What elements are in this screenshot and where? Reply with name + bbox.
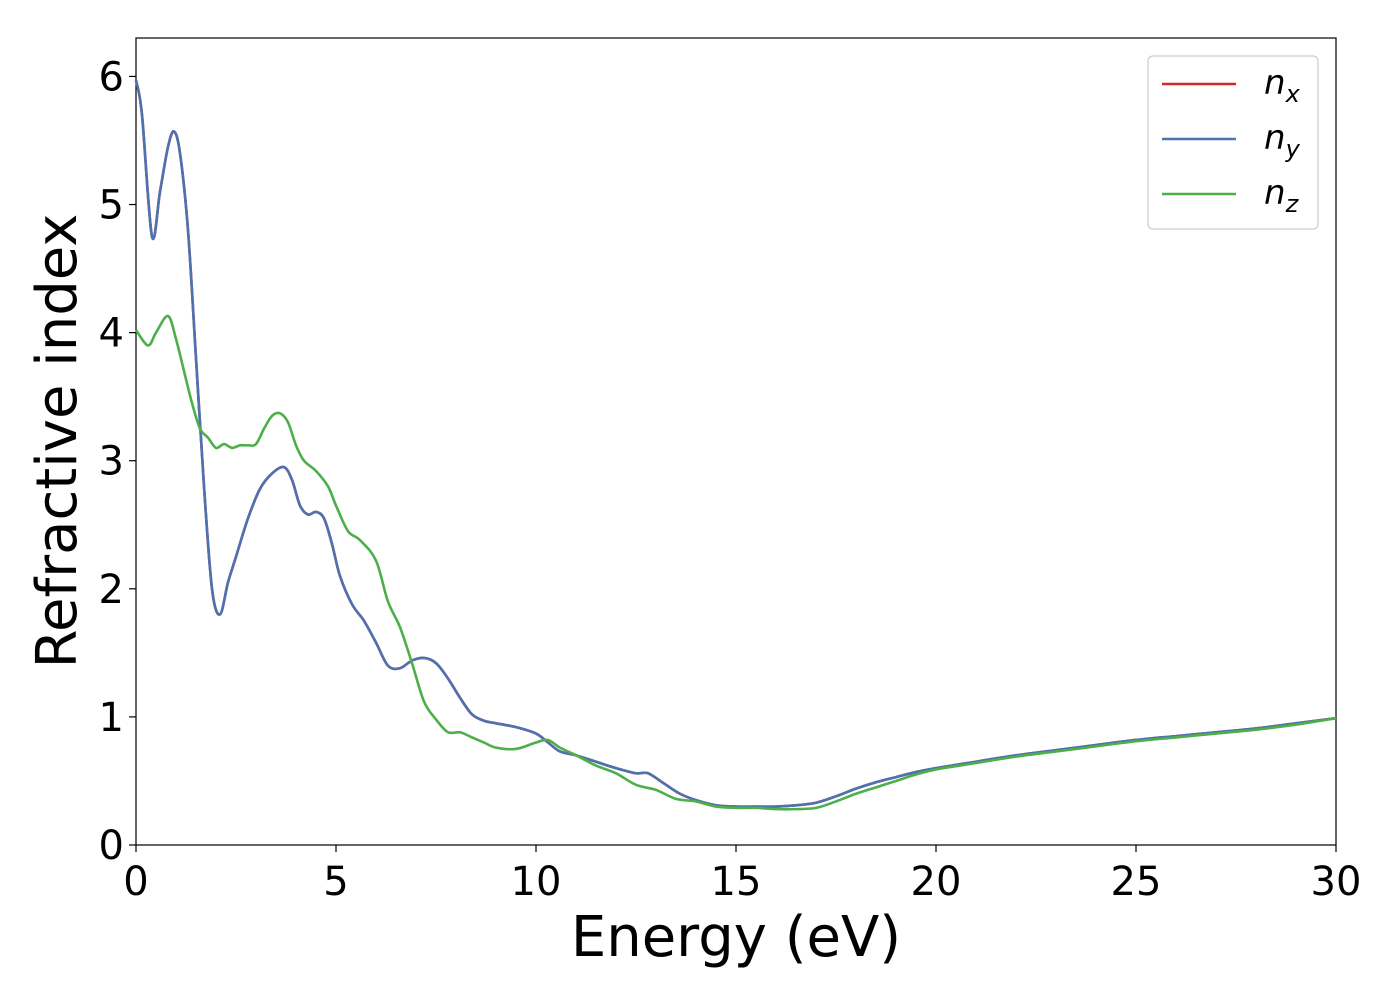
y-tick-label: 6: [99, 54, 124, 100]
y-tick-label: 3: [99, 439, 124, 485]
y-tick-label: 1: [99, 695, 124, 741]
series-line-n-z: [134, 314, 1337, 811]
y-tick-label: 4: [99, 311, 124, 357]
y-axis-title: Refractive index: [25, 214, 90, 669]
x-tick-label: 5: [323, 859, 348, 905]
x-tick-label: 15: [711, 859, 762, 905]
y-axis-ticks: 0 1 2 3 4 5 6: [99, 54, 136, 869]
legend-label-n-z: nz: [1264, 173, 1300, 218]
y-tick-label: 2: [99, 567, 124, 613]
plot-area: [135, 37, 1337, 846]
legend: nx ny nz: [1147, 55, 1319, 230]
legend-label-n-y: ny: [1264, 118, 1301, 163]
legend-entries: nx ny nz: [1162, 63, 1301, 218]
x-tick-label: 10: [511, 859, 562, 905]
x-tick-label: 25: [1111, 859, 1162, 905]
legend-label-n-x: nx: [1264, 63, 1301, 108]
x-axis-title: Energy (eV): [571, 905, 901, 970]
series-layer: [134, 80, 1337, 811]
x-axis-ticks: 0 5 10 15 20 25 30: [123, 845, 1361, 905]
series-line-n-y: [134, 80, 1337, 808]
x-tick-label: 30: [1311, 859, 1362, 905]
x-tick-label: 20: [911, 859, 962, 905]
x-tick-label: 0: [123, 859, 148, 905]
legend-box: [1147, 55, 1319, 230]
y-tick-label: 5: [99, 183, 124, 229]
y-tick-label: 0: [99, 823, 124, 869]
